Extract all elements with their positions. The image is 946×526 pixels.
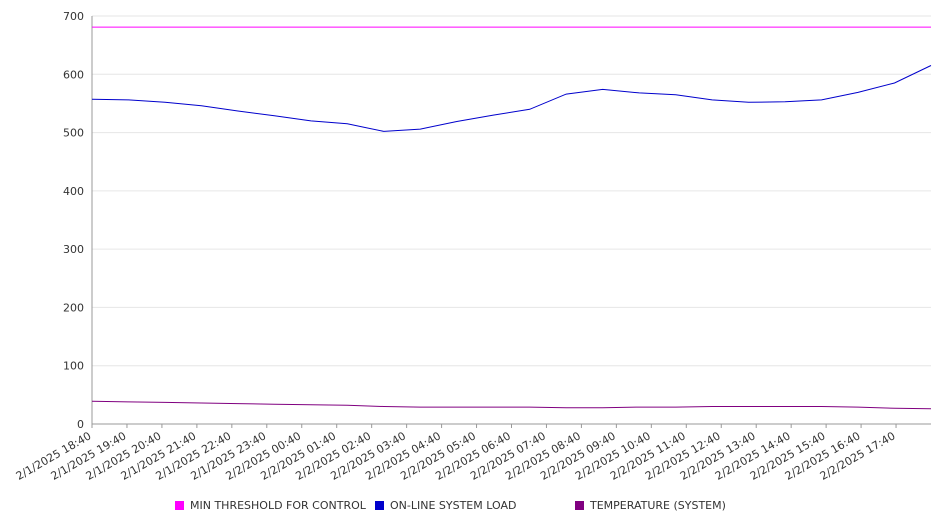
y-tick-label: 400 [63, 185, 84, 198]
y-tick-label: 0 [77, 418, 84, 431]
y-tick-label: 600 [63, 68, 84, 81]
legend-label: MIN THRESHOLD FOR CONTROL [190, 498, 366, 512]
series-line-1 [91, 65, 932, 132]
y-tick-label: 100 [63, 360, 84, 373]
legend-swatch [375, 500, 384, 510]
chart-legend: MIN THRESHOLD FOR CONTROL ON-LINE SYSTEM… [0, 497, 946, 515]
legend-swatch [175, 500, 184, 510]
legend-item-system-load[interactable]: ON-LINE SYSTEM LOAD [375, 497, 516, 513]
legend-label: ON-LINE SYSTEM LOAD [390, 498, 517, 512]
y-tick-label: 500 [63, 127, 84, 140]
grid-lines [92, 15, 931, 367]
y-tick-label: 300 [63, 243, 84, 256]
legend-item-temperature[interactable]: TEMPERATURE (SYSTEM) [575, 497, 726, 513]
x-axis-ticks: 2/1/2025 18:402/1/2025 19:402/1/2025 20:… [14, 424, 898, 483]
legend-swatch [575, 500, 584, 510]
legend-label: TEMPERATURE (SYSTEM) [590, 498, 726, 512]
legend-item-min-threshold[interactable]: MIN THRESHOLD FOR CONTROL [175, 497, 366, 513]
y-axis-ticks: 0 100 200 300 400 500 600 700 [63, 10, 84, 431]
series-line-2 [91, 400, 932, 410]
y-tick-label: 200 [63, 301, 84, 314]
chart-axes [91, 16, 931, 425]
y-tick-label: 700 [63, 10, 84, 23]
chart-series [91, 26, 932, 410]
